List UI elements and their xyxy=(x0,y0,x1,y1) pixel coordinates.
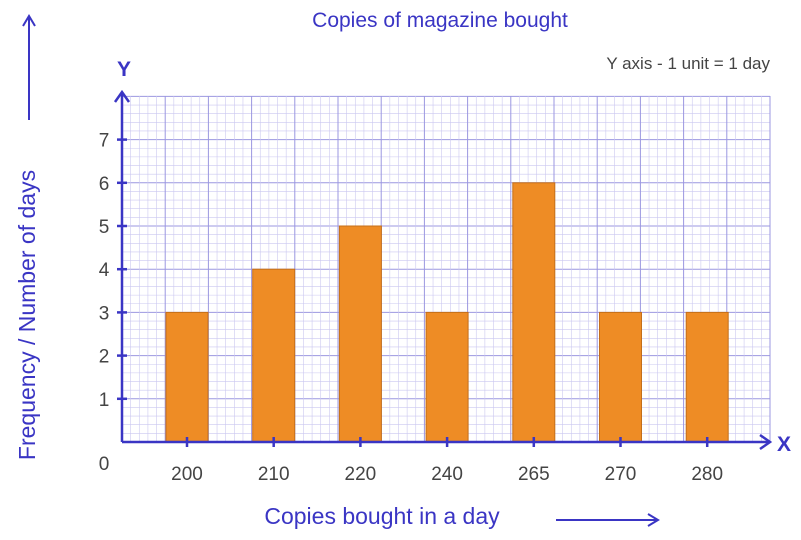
y-axis-title-arrow xyxy=(22,14,36,120)
y-axis-arrowhead xyxy=(113,89,131,103)
bar-265 xyxy=(512,182,556,443)
x-tick-label-265: 265 xyxy=(518,464,550,485)
y-axis-title: Frequency / Number of days xyxy=(14,170,40,460)
y-tick-label-5: 5 xyxy=(99,217,110,238)
scale-note: Y axis - 1 unit = 1 day xyxy=(606,54,770,73)
y-tick-label-6: 6 xyxy=(99,174,110,195)
y-tick-label-1: 1 xyxy=(99,390,110,411)
x-axis-title-arrow xyxy=(556,513,660,527)
x-tick-label-200: 200 xyxy=(171,464,203,485)
bars xyxy=(165,182,729,443)
y-axis-letter: Y xyxy=(117,58,131,81)
x-tick-label-270: 270 xyxy=(605,464,637,485)
y-tick-label-3: 3 xyxy=(99,303,110,324)
y-tick-label-4: 4 xyxy=(99,260,110,281)
bar-210 xyxy=(252,268,296,443)
x-tick-label-240: 240 xyxy=(431,464,463,485)
origin-label: 0 xyxy=(99,454,110,475)
x-axis-title: Copies bought in a day xyxy=(264,503,500,529)
tick-labels: 200 210 220 240 265 270 280 1 2 3 4 5 6 7 xyxy=(99,131,723,485)
y-tick-label-2: 2 xyxy=(99,347,110,368)
x-tick-label-280: 280 xyxy=(691,464,723,485)
x-axis-arrowhead xyxy=(759,433,773,451)
bar-200 xyxy=(165,311,209,443)
bar-220 xyxy=(338,225,382,443)
y-tick-label-7: 7 xyxy=(99,131,110,152)
x-axis-letter: X xyxy=(777,433,791,456)
bar-280 xyxy=(685,311,729,443)
x-tick-label-210: 210 xyxy=(258,464,290,485)
chart-title: Copies of magazine bought xyxy=(312,9,568,32)
bar-270 xyxy=(599,311,642,443)
bar-240 xyxy=(425,311,469,443)
x-tick-label-220: 220 xyxy=(345,464,377,485)
